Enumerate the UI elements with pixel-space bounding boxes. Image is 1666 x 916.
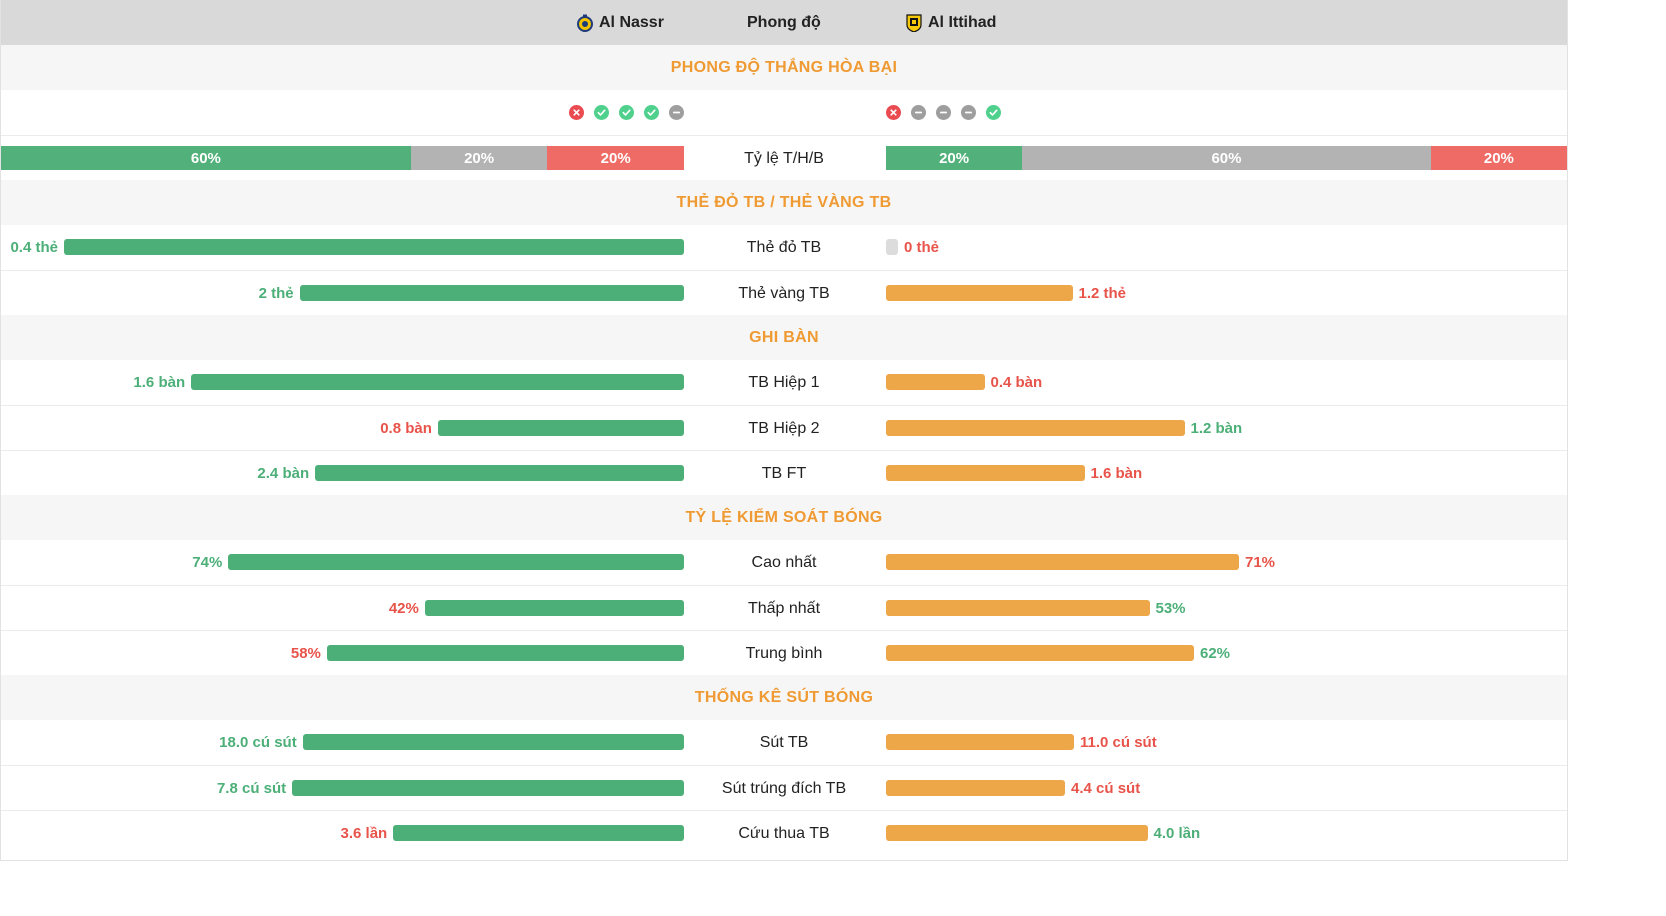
home-stat-bar [228,554,684,570]
stat-label: Thẻ đỏ TB [746,238,822,256]
win-check-icon [986,105,1001,120]
loss-x-icon [886,105,901,120]
stat-label: Cao nhất [751,553,817,571]
home-stat-value: 2 thẻ [258,285,294,302]
home-stat-bar [299,285,684,301]
away-stat-bar [886,734,1074,750]
header-title: Phong độ [747,13,821,31]
stat-row: TB Hiệp 2 0.8 bàn 1.2 bàn [1,405,1567,450]
away-stat-value: 71% [1245,554,1276,571]
home-stat-value: 7.8 cú sút [216,780,287,797]
home-stat-bar [326,645,684,661]
away-stat-value: 1.6 bàn [1090,465,1143,482]
away-team[interactable]: Al Ittihad [906,0,996,45]
away-stat-value: 0 thẻ [904,239,940,256]
stat-row: Thấp nhất 42% 53% [1,585,1567,630]
stat-row: Trung bình 58% 62% [1,630,1567,675]
home-ratio-segment: 20% [410,146,548,170]
form-comparison-panel: Al Nassr Phong độ Al Ittihad PHONG ĐỘ TH… [0,0,1568,861]
draw-minus-icon [936,105,951,120]
home-stat-value: 74% [192,554,223,571]
home-stat-value: 1.6 bàn [133,374,186,391]
home-stat-value: 58% [290,645,321,662]
away-stat-value: 11.0 cú sút [1080,734,1157,751]
stat-label: TB Hiệp 1 [748,373,820,391]
away-stat-bar [886,374,985,390]
home-stat-bar [315,465,684,481]
al-ittihad-logo-icon [906,13,922,33]
away-ratio-segment: 20% [886,146,1023,170]
home-stat-value: 3.6 lần [340,825,388,842]
possession-section-title: TỶ LỆ KIỂM SOÁT BÓNG [1,495,1567,540]
home-stat-value: 0.4 thẻ [10,239,58,256]
home-ratio-segment: 60% [1,146,411,170]
away-ratio-segment: 60% [1022,146,1431,170]
goals-section-title: GHI BÀN [1,315,1567,360]
home-stat-bar [424,600,684,616]
away-stat-bar [886,420,1185,436]
stat-label: TB Hiệp 2 [748,419,820,437]
draw-minus-icon [911,105,926,120]
ratio-label: Tỷ lệ T/H/B [744,149,824,167]
away-stat-value: 62% [1200,645,1231,662]
home-stat-bar [191,374,684,390]
home-stat-value: 18.0 cú sút [219,734,297,751]
away-ratio-segment: 20% [1430,146,1567,170]
cards-section-title: THẺ ĐỎ TB / THẺ VÀNG TB [1,180,1567,225]
away-stat-bar [886,285,1073,301]
away-stat-value: 1.2 thẻ [1078,285,1127,302]
home-stat-bar [437,420,684,436]
loss-x-icon [569,105,584,120]
away-stat-value: 4.0 lần [1153,825,1201,842]
stat-row: TB FT 2.4 bàn 1.6 bàn [1,450,1567,495]
home-stat-bar [64,239,684,255]
draw-minus-icon [961,105,976,120]
away-stat-bar [886,465,1085,481]
home-stat-value: 42% [388,600,419,617]
away-stat-value: 4.4 cú sút [1071,780,1141,797]
stat-label: Trung bình [745,644,823,662]
home-ratio-segment: 20% [547,146,684,170]
away-stat-bar [886,645,1194,661]
away-stat-bar [886,239,898,255]
form-ratio-row: Tỷ lệ T/H/B 60% 20% 20% 20% 60% 20% [1,135,1567,180]
stat-row: Cứu thua TB 3.6 lần 4.0 lần [1,810,1567,855]
al-nassr-logo-icon [577,14,593,32]
home-stat-value: 2.4 bàn [257,465,310,482]
away-stat-bar [886,825,1148,841]
home-stat-bar [292,780,684,796]
win-check-icon [594,105,609,120]
away-stat-value: 1.2 bàn [1190,420,1243,437]
stat-label: TB FT [761,464,807,482]
stat-row: Thẻ vàng TB 2 thẻ 1.2 thẻ [1,270,1567,315]
win-check-icon [619,105,634,120]
home-team-name: Al Nassr [599,13,664,31]
form-results-row [1,90,1567,135]
draw-minus-icon [669,105,684,120]
home-stat-value: 0.8 bàn [380,420,432,437]
win-check-icon [644,105,659,120]
stat-row: Sút TB 18.0 cú sút 11.0 cú sút [1,720,1567,765]
home-stat-bar [302,734,684,750]
stat-row: Thẻ đỏ TB 0.4 thẻ 0 thẻ [1,225,1567,270]
form-section-title: PHONG ĐỘ THẮNG HÒA BẠI [1,45,1567,90]
stat-row: TB Hiệp 1 1.6 bàn 0.4 bàn [1,360,1567,405]
away-stat-value: 53% [1155,600,1186,617]
team-header: Al Nassr Phong độ Al Ittihad [1,0,1567,45]
stat-row: Sút trúng đích TB 7.8 cú sút 4.4 cú sút [1,765,1567,810]
stat-label: Sút TB [759,733,809,751]
away-team-name: Al Ittihad [928,13,997,31]
away-stat-bar [886,600,1150,616]
stat-label: Thấp nhất [747,599,821,617]
home-team[interactable]: Al Nassr [577,0,664,45]
stat-label: Sút trúng đích TB [721,779,847,797]
away-stat-value: 0.4 bàn [990,374,1043,391]
away-stat-bar [886,780,1065,796]
stat-row: Cao nhất 74% 71% [1,540,1567,585]
stat-label: Cứu thua TB [738,824,830,842]
stat-label: Thẻ vàng TB [738,284,830,302]
home-stat-bar [393,825,684,841]
shots-section-title: THỐNG KÊ SÚT BÓNG [1,675,1567,720]
away-stat-bar [886,554,1239,570]
